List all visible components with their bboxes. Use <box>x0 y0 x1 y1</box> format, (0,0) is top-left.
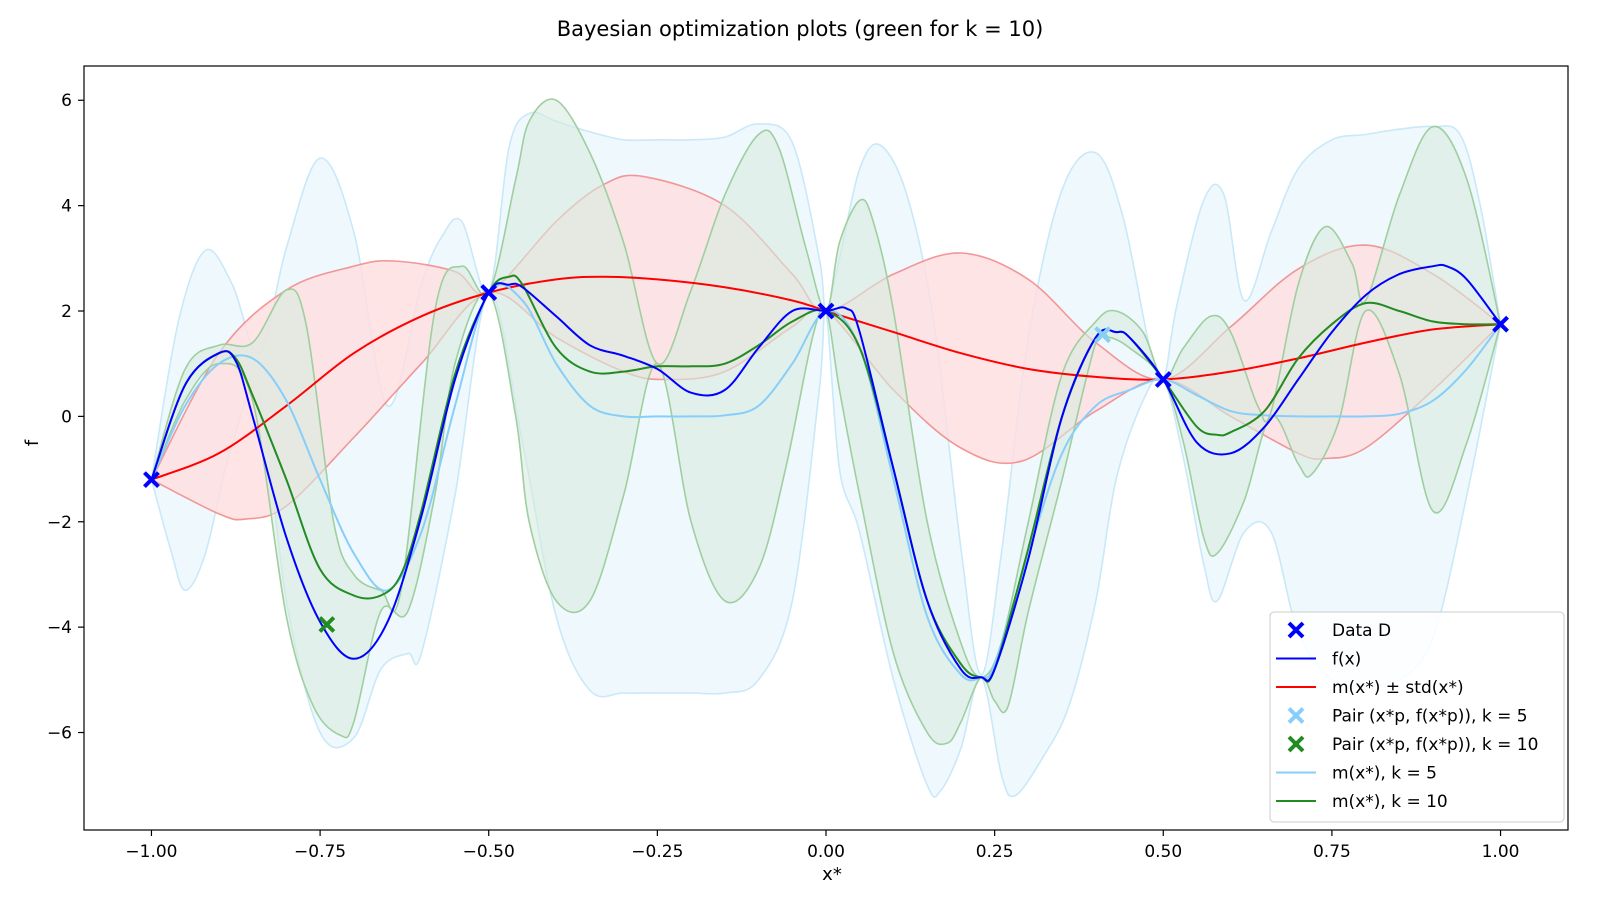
legend-entry-mean: m(x*) ± std(x*) <box>1276 678 1464 698</box>
x-tick-label: 1.00 <box>1482 842 1520 862</box>
legend-entry-pair10: Pair (x*p, f(x*p)), k = 10 <box>1287 735 1538 755</box>
data-point <box>817 302 835 320</box>
legend-label: Data D <box>1332 621 1391 641</box>
legend: Data D f(x) m(x*) ± std(x*) Pair (x*p, f(x*… <box>1269 611 1565 823</box>
x-tick-label: 0.00 <box>807 842 845 862</box>
legend-label: m(x*), k = 10 <box>1332 792 1448 812</box>
series-line-mean <box>151 275 1501 481</box>
data-point <box>1154 371 1172 388</box>
pair-k10-point <box>318 616 336 633</box>
y-tick-label: 0 <box>61 407 72 427</box>
pair-k5-point <box>1094 326 1111 344</box>
legend-entry-f: f(x) <box>1276 650 1361 670</box>
plot-area: −1.00 −0.75 −0.50 −0.25 0.00 0.25 0.50 0.75 1.00… <box>47 65 1569 862</box>
data-point <box>480 284 498 301</box>
data-point <box>1492 315 1509 333</box>
data-point <box>143 471 160 489</box>
x-tick-label: −0.50 <box>463 842 515 862</box>
legend-marker <box>1287 621 1305 639</box>
band-k5-lower-edge <box>150 291 1502 798</box>
y-axis-label: f <box>22 439 43 446</box>
legend-entry-k10: m(x*), k = 10 <box>1276 792 1448 812</box>
y-tick-label: 4 <box>61 197 72 217</box>
x-tick-label: −0.75 <box>294 842 346 862</box>
series-line-f <box>150 263 1502 682</box>
y-tick-label: −2 <box>47 513 72 533</box>
legend-label: Pair (x*p, f(x*p)), k = 5 <box>1332 707 1528 727</box>
plot-content <box>143 98 1509 798</box>
x-tick-label: −1.00 <box>125 842 177 862</box>
y-tick-label: −6 <box>47 724 72 744</box>
x-tick-label: −0.25 <box>631 842 683 862</box>
y-tick-label: 2 <box>61 302 72 322</box>
legend-marker <box>1287 707 1305 724</box>
x-tick-label: 0.75 <box>1313 842 1351 862</box>
x-axis-label: x* <box>822 864 842 885</box>
chart-title: Bayesian optimization plots (green for k… <box>557 17 1044 41</box>
x-tick-label: 0.25 <box>976 842 1014 862</box>
legend-label: Pair (x*p, f(x*p)), k = 10 <box>1332 735 1538 755</box>
legend-label: m(x*), k = 5 <box>1332 764 1437 784</box>
y-tick-label: 6 <box>61 91 72 111</box>
band-k10-lower-edge <box>150 290 1502 746</box>
legend-entry-pair5: Pair (x*p, f(x*p)), k = 5 <box>1287 707 1528 727</box>
y-tick-label: −4 <box>47 618 72 638</box>
legend-label: f(x) <box>1332 650 1361 670</box>
legend-entry-data: Data D <box>1287 621 1391 641</box>
legend-box <box>1269 611 1565 823</box>
legend-label: m(x*) ± std(x*) <box>1332 678 1464 698</box>
legend-marker <box>1287 735 1305 753</box>
series-line-k5 <box>150 283 1502 682</box>
legend-entry-k5: m(x*), k = 5 <box>1276 764 1437 784</box>
x-tick-label: 0.50 <box>1144 842 1182 862</box>
